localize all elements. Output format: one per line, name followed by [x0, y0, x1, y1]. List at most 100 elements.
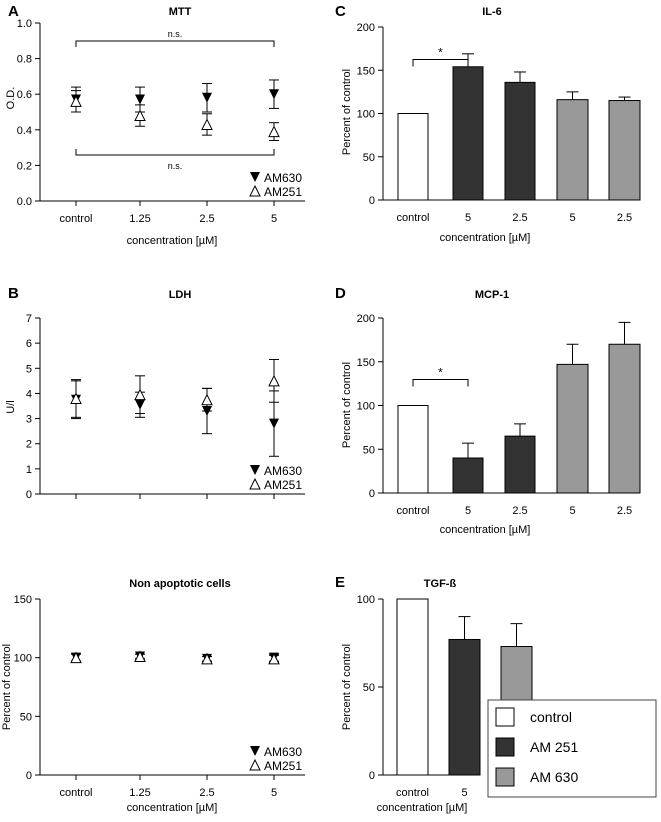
data-point-AM251	[268, 374, 280, 387]
chart-title: LDH	[169, 289, 192, 301]
x-tick-label: 5	[271, 213, 277, 225]
significance-label: *	[438, 366, 443, 380]
data-point-AM251	[201, 118, 213, 130]
bar	[608, 343, 641, 494]
x-tick-label: 5	[465, 212, 471, 224]
chart-title: MTT	[169, 6, 192, 18]
y-tick-label: 0	[26, 770, 32, 782]
x-tick-label: 2.5	[199, 213, 214, 225]
legend-label: AM251	[264, 185, 302, 199]
x-tick-label: 5	[465, 505, 471, 517]
panel-label: A	[8, 3, 19, 20]
x-axis-label: concentration [µM]	[127, 802, 218, 814]
panel-label: C	[335, 3, 346, 20]
panel-D: D MCP-1 concentration [µM] Percent of co…	[335, 285, 641, 536]
data-point-AM630	[135, 94, 145, 105]
y-tick-label: 1	[26, 464, 32, 476]
legend-swatch	[495, 737, 515, 757]
legend-marker	[250, 746, 260, 756]
bar	[396, 598, 429, 776]
data-point-AM630	[269, 418, 279, 429]
legend-marker	[249, 758, 261, 771]
y-tick-label: 0.0	[17, 196, 32, 208]
x-tick-label: 1.25	[129, 787, 150, 799]
significance-label: n.s.	[168, 161, 183, 171]
bar	[608, 100, 641, 201]
legend-label: AM251	[264, 759, 302, 773]
bar	[452, 66, 484, 201]
significance-bracket	[75, 149, 275, 156]
plot-area: 0 50 100 150 200 control 5 2.5 5 2.5 *	[357, 22, 641, 224]
x-tick-label: control	[396, 787, 429, 799]
legend-label: AM251	[264, 478, 302, 492]
y-tick-label: 100	[357, 401, 375, 413]
y-axis-label: Percent of control	[341, 362, 353, 448]
y-tick-label: 0	[369, 195, 375, 207]
legend-marker	[250, 465, 260, 475]
panel-A: A MTT concentration [µM] O.D. 0.00.20.40…	[5, 3, 305, 247]
data-point-AM630	[269, 89, 279, 100]
y-tick-label: 50	[363, 444, 375, 456]
chart-title: IL-6	[482, 6, 502, 18]
x-tick-label: 1.25	[129, 213, 150, 225]
legend-entry: control	[495, 707, 572, 727]
legend-box	[487, 699, 657, 798]
y-tick-label: 2	[26, 439, 32, 451]
bar	[397, 113, 429, 201]
legend-marker	[249, 184, 261, 197]
y-tick-label: 150	[14, 594, 32, 606]
panel-label: D	[335, 285, 346, 302]
y-axis-label: Percent of control	[341, 69, 353, 155]
panel-label: E	[335, 574, 345, 591]
data-point-AM251	[70, 95, 82, 107]
legend-marker	[249, 477, 261, 490]
chart-title: MCP-1	[475, 289, 509, 301]
x-tick-label: 2.5	[617, 505, 632, 517]
x-tick-label: 5	[569, 505, 575, 517]
y-tick-label: 3	[26, 414, 32, 426]
plot-area: 0.0 0.2 0.4 0.6 0.8 1.0 control 1.25 2.5 5 n.s. n.s…	[17, 18, 305, 225]
x-tick-label: control	[59, 213, 92, 225]
bar	[556, 363, 589, 494]
x-tick-label: 2.5	[512, 212, 527, 224]
panel-label: B	[8, 285, 19, 302]
legend-label: AM 630	[530, 769, 578, 785]
x-tick-label: 5	[569, 212, 575, 224]
x-axis-label: concentration [µM]	[377, 802, 468, 814]
y-axis-label: Percent of control	[341, 644, 353, 730]
x-axis-label: concentration [µM]	[440, 232, 531, 244]
y-tick-label: 4	[26, 388, 32, 400]
significance-bracket	[412, 59, 469, 67]
x-tick-label: 2.5	[512, 505, 527, 517]
bar	[504, 435, 536, 494]
data-point-AM251	[134, 388, 146, 401]
y-tick-label: 50	[363, 152, 375, 164]
x-tick-label: 5	[461, 787, 467, 799]
y-tick-label: 200	[357, 313, 375, 325]
plot-area: 0 50 100 150 200 control 5 2.5 5 2.5 *	[357, 313, 641, 517]
y-axis-label: U/l	[5, 400, 17, 413]
legend-swatch	[495, 707, 515, 727]
x-axis-label: concentration [µM]	[440, 524, 531, 536]
y-tick-label: 100	[357, 594, 375, 606]
x-tick-label: control	[396, 505, 429, 517]
y-tick-label: 150	[357, 65, 375, 77]
legend-label: AM 251	[530, 739, 578, 755]
data-point-AM251	[70, 651, 82, 664]
legend-entry: AM 251	[495, 737, 578, 757]
y-tick-label: 100	[14, 653, 32, 665]
chart-title: Non apoptotic cells	[129, 578, 230, 590]
significance-bracket	[75, 40, 275, 47]
panel-C: C IL-6 concentration [µM] Percent of con…	[335, 3, 641, 244]
legend-entry: AM 630	[495, 767, 578, 787]
legend-label: AM630	[264, 464, 302, 478]
x-tick-label: 2.5	[199, 787, 214, 799]
y-tick-label: 0.8	[17, 54, 32, 66]
significance-bracket	[412, 379, 469, 387]
legend-marker	[250, 172, 260, 182]
legend-swatch	[495, 767, 515, 787]
